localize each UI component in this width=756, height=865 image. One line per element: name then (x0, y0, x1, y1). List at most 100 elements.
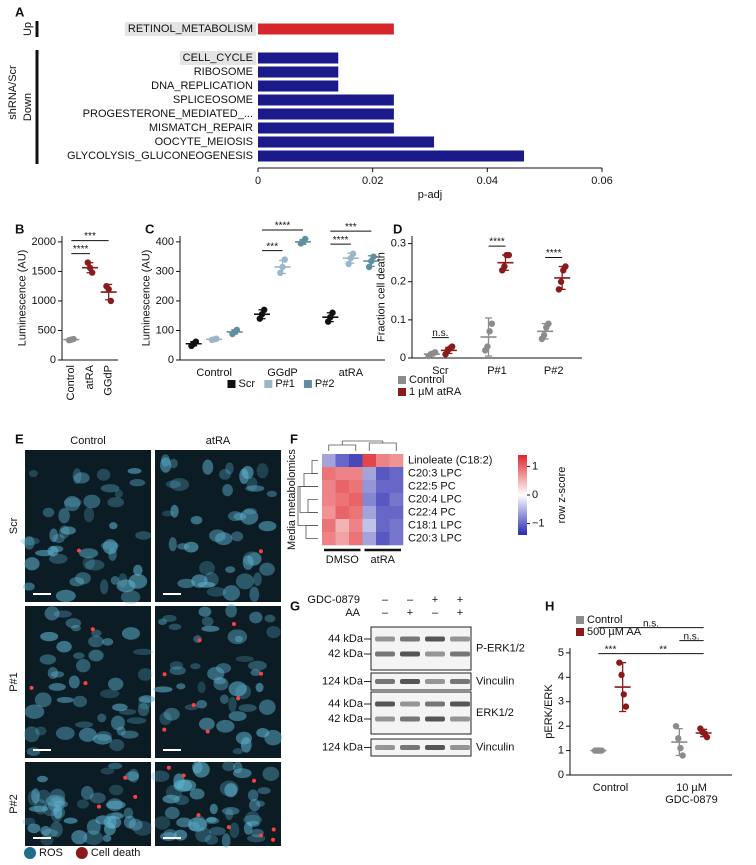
treatment-sign: + (432, 594, 438, 606)
data-point (616, 659, 623, 666)
cell (49, 528, 58, 543)
cell (102, 638, 114, 646)
cell (109, 738, 125, 752)
cell (63, 817, 78, 824)
cell (173, 773, 185, 790)
cell (221, 833, 231, 848)
x-tick-label: Control (65, 365, 77, 400)
cell (213, 677, 229, 691)
dead-cell (271, 827, 276, 832)
panel-letter: D (393, 221, 402, 236)
cell (78, 727, 97, 742)
cell (256, 463, 269, 479)
data-point (213, 335, 220, 342)
heatmap-cell (349, 454, 363, 468)
legend-swatch (398, 376, 406, 384)
y-axis-label: Fraction cell death (376, 252, 388, 342)
y-axis-label: pERK/ERK (543, 684, 555, 739)
data-point (672, 722, 680, 730)
data-point (192, 338, 200, 345)
heatmap-cell (362, 480, 377, 494)
data-point (505, 251, 512, 259)
dendrogram (328, 440, 397, 451)
cell (197, 581, 216, 588)
cell (28, 805, 49, 812)
heatmap-cell (322, 519, 336, 533)
cell (170, 504, 179, 518)
legend-label: Scr (239, 378, 256, 390)
label-highlight (179, 51, 256, 65)
category-label: PROGESTERONE_MEDIATED_... (83, 108, 253, 120)
data-point (545, 320, 552, 327)
dendrogram (305, 525, 318, 539)
cell (228, 711, 247, 722)
cell (35, 726, 47, 736)
band (400, 679, 420, 684)
protein-label: Vinculin (476, 675, 514, 687)
cell (92, 733, 113, 745)
data-point (501, 263, 508, 270)
cell (190, 663, 201, 670)
legend-swatch (303, 380, 312, 388)
significance-label: n.s. (643, 618, 659, 629)
cell (215, 663, 232, 674)
heatmap-cell (389, 493, 404, 507)
data-point (105, 285, 112, 293)
cell (225, 808, 234, 821)
cell (232, 768, 252, 779)
cell (83, 830, 104, 845)
y-tick-label: 1 (558, 744, 564, 756)
dead-cell (231, 621, 236, 626)
y-tick-label: 200 (156, 295, 174, 307)
cell (196, 700, 208, 709)
dead-cell (166, 765, 171, 770)
bar (258, 66, 339, 78)
cell (137, 668, 153, 681)
cell (266, 490, 278, 498)
band (375, 701, 395, 707)
cell (243, 821, 253, 835)
cell (91, 629, 102, 637)
cell (153, 686, 173, 693)
cell (256, 800, 265, 807)
cell (160, 454, 171, 467)
marker-label: 42 kDa (328, 648, 364, 660)
cell (82, 556, 95, 570)
cell (102, 834, 112, 842)
colorbar-tick-label: 0 (532, 489, 538, 501)
category-label: GLYCOLYSIS_GLUCONEOGENESIS (67, 150, 253, 162)
significance-label: *** (605, 644, 617, 655)
x-axis-label: p-adj (418, 189, 442, 201)
heatmap-cell (376, 506, 390, 520)
cell (264, 729, 283, 746)
x-tick-label: 0 (255, 175, 261, 187)
cell (24, 704, 45, 719)
cell (228, 511, 243, 522)
group-label: Down (22, 93, 34, 121)
y-tick-label: 0 (50, 354, 56, 366)
cell (183, 541, 199, 553)
marker-label: 124 kDa (322, 741, 364, 753)
legend-label: Cell death (91, 847, 141, 859)
cell (23, 726, 40, 743)
legend-swatch (576, 616, 584, 624)
data-point (277, 269, 284, 277)
cell (133, 648, 154, 656)
heatmap-cell (322, 493, 336, 507)
dendrogram (307, 499, 318, 513)
dead-cell (77, 548, 82, 553)
cell (234, 635, 243, 643)
x-tick-label: Scr (432, 365, 449, 377)
cell (116, 726, 126, 736)
treatment-label: GDC-0879 (307, 594, 360, 606)
data-point (349, 250, 357, 257)
cell (249, 798, 261, 812)
legend-label: Control (587, 614, 622, 626)
row-label: P#2 (8, 794, 20, 814)
cell (164, 806, 180, 820)
heatmap-cell (349, 506, 363, 520)
column-group-label: DMSO (326, 554, 359, 566)
blot (370, 626, 472, 671)
significance-label: **** (73, 244, 89, 255)
dead-cell (205, 729, 210, 734)
